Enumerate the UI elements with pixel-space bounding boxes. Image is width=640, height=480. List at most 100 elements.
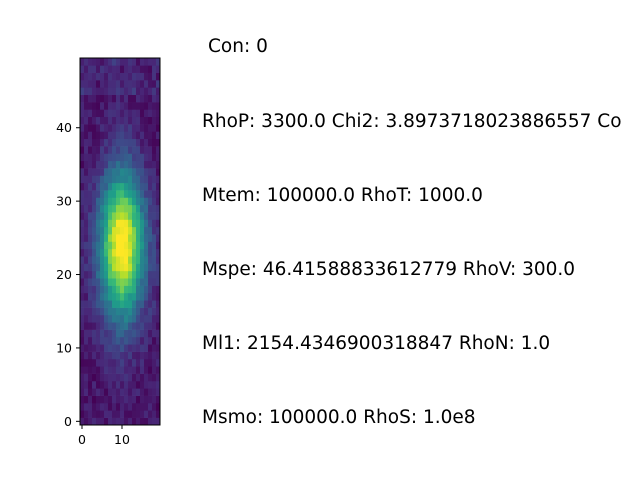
heatmap-cell	[132, 197, 137, 206]
heatmap-cell	[100, 278, 105, 286]
heatmap-cell	[152, 241, 157, 250]
heatmap-cell	[100, 344, 105, 352]
heatmap-cell	[112, 146, 117, 154]
heatmap-cell	[116, 190, 121, 198]
heatmap-cell	[80, 410, 85, 418]
heatmap-cell	[80, 197, 85, 206]
heatmap-cell	[140, 138, 145, 147]
heatmap-cell	[104, 351, 109, 360]
heatmap-cell	[120, 168, 125, 176]
heatmap-cell	[132, 87, 137, 95]
heatmap-cell	[104, 395, 109, 404]
heatmap-cell	[136, 109, 141, 118]
heatmap-cell	[124, 256, 129, 264]
heatmap-cell	[144, 270, 149, 279]
heatmap-cell	[88, 270, 93, 279]
heatmap-cell	[144, 329, 149, 338]
heatmap-cell	[144, 197, 149, 206]
heatmap-cell	[144, 146, 149, 154]
heatmap-cell	[132, 168, 137, 176]
heatmap-cell	[136, 212, 141, 220]
heatmap-cell	[136, 388, 141, 396]
heatmap-cell	[124, 322, 129, 330]
heatmap-cell	[88, 197, 93, 206]
heatmap-cell	[112, 314, 117, 323]
heatmap-cell	[108, 153, 113, 162]
heatmap-cell	[128, 278, 133, 286]
heatmap-cell	[92, 395, 97, 404]
heatmap-cell	[116, 102, 121, 110]
heatmap-cell	[136, 146, 141, 154]
heatmap-cell	[136, 131, 141, 140]
heatmap-cell	[120, 87, 125, 95]
heatmap-cell	[96, 182, 101, 191]
heatmap-cell	[116, 212, 121, 220]
heatmap-cell	[152, 212, 157, 220]
heatmap-cell	[88, 241, 93, 250]
heatmap-cell	[112, 182, 117, 191]
heatmap-cell	[80, 153, 85, 162]
heatmap-cell	[108, 322, 113, 330]
heatmap-cell	[120, 366, 125, 374]
heatmap-cell	[136, 168, 141, 176]
heatmap-cell	[132, 373, 137, 382]
heatmap-cell	[84, 329, 89, 338]
heatmap-cell	[136, 160, 141, 169]
heatmap-cell	[148, 131, 153, 140]
heatmap-cell	[104, 373, 109, 382]
heatmap-cell	[116, 80, 121, 88]
heatmap-cell	[84, 131, 89, 140]
heatmap-cell	[88, 182, 93, 191]
heatmap-cell	[148, 219, 153, 228]
heatmap-cell	[156, 256, 161, 264]
heatmap-cell	[96, 212, 101, 220]
heatmap-cell	[100, 204, 105, 213]
heatmap-cell	[108, 190, 113, 198]
heatmap-cell	[128, 116, 133, 125]
heatmap-cell	[104, 285, 109, 294]
heatmap-cell	[116, 256, 121, 264]
heatmap-cell	[80, 160, 85, 169]
heatmap-cell	[92, 285, 97, 294]
heatmap-cell	[128, 322, 133, 330]
heatmap-cell	[92, 182, 97, 191]
heatmap-cell	[136, 248, 141, 257]
heatmap-cell	[112, 204, 117, 213]
heatmap-cell	[104, 256, 109, 264]
heatmap-cell	[100, 410, 105, 418]
heatmap-cell	[140, 175, 145, 184]
heatmap-cell	[104, 278, 109, 286]
heatmap-cell	[156, 204, 161, 213]
heatmap-cell	[152, 329, 157, 338]
heatmap-cell	[128, 219, 133, 228]
heatmap-cell	[136, 402, 141, 411]
heatmap-cell	[144, 241, 149, 250]
heatmap-cell	[84, 226, 89, 235]
heatmap-cell	[112, 380, 117, 389]
heatmap-cell	[144, 212, 149, 220]
heatmap-cell	[88, 124, 93, 132]
heatmap-cell	[128, 358, 133, 367]
heatmap-cell	[132, 131, 137, 140]
heatmap-cell	[132, 314, 137, 323]
heatmap-cell	[96, 175, 101, 184]
heatmap-cell	[104, 248, 109, 257]
heatmap-cell	[132, 175, 137, 184]
heatmap-cell	[148, 300, 153, 308]
heatmap-cell	[144, 131, 149, 140]
heatmap-cell	[144, 314, 149, 323]
heatmap-cell	[140, 65, 145, 73]
heatmap-cell	[144, 87, 149, 95]
heatmap-cell	[108, 219, 113, 228]
heatmap-cell	[84, 322, 89, 330]
heatmap-cell	[92, 336, 97, 345]
heatmap-cell	[128, 72, 133, 81]
heatmap-cell	[156, 109, 161, 118]
heatmap-cell	[80, 292, 85, 301]
heatmap-cell	[80, 380, 85, 389]
heatmap-cell	[104, 124, 109, 132]
heatmap-cell	[112, 72, 117, 81]
heatmap-cell	[156, 292, 161, 301]
heatmap-cell	[156, 322, 161, 330]
heatmap-cell	[152, 292, 157, 301]
